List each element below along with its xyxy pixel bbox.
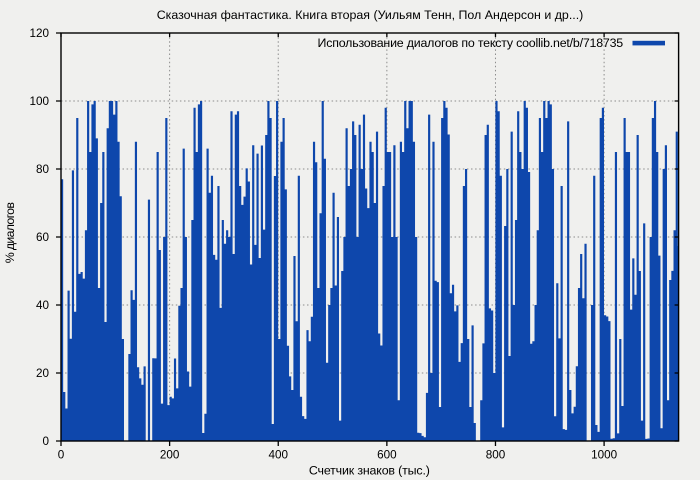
svg-text:80: 80 bbox=[36, 163, 50, 176]
svg-text:40: 40 bbox=[36, 299, 50, 312]
svg-text:0: 0 bbox=[58, 449, 65, 462]
svg-text:100: 100 bbox=[29, 95, 49, 108]
svg-text:600: 600 bbox=[377, 449, 397, 462]
svg-text:Сказочная фантастика. Книга вт: Сказочная фантастика. Книга вторая (Уиль… bbox=[157, 8, 584, 22]
svg-text:1000: 1000 bbox=[591, 449, 618, 462]
svg-text:400: 400 bbox=[268, 449, 288, 462]
svg-text:60: 60 bbox=[36, 231, 50, 244]
svg-text:0: 0 bbox=[42, 435, 49, 448]
svg-text:120: 120 bbox=[29, 27, 49, 40]
svg-text:% диалогов: % диалогов bbox=[3, 202, 17, 264]
svg-text:Использование диалогов по текс: Использование диалогов по тексту coollib… bbox=[318, 36, 624, 50]
svg-text:20: 20 bbox=[36, 367, 50, 380]
svg-text:200: 200 bbox=[160, 449, 180, 462]
svg-text:Счетчик знаков (тыс.): Счетчик знаков (тыс.) bbox=[309, 464, 430, 478]
svg-text:800: 800 bbox=[486, 449, 506, 462]
